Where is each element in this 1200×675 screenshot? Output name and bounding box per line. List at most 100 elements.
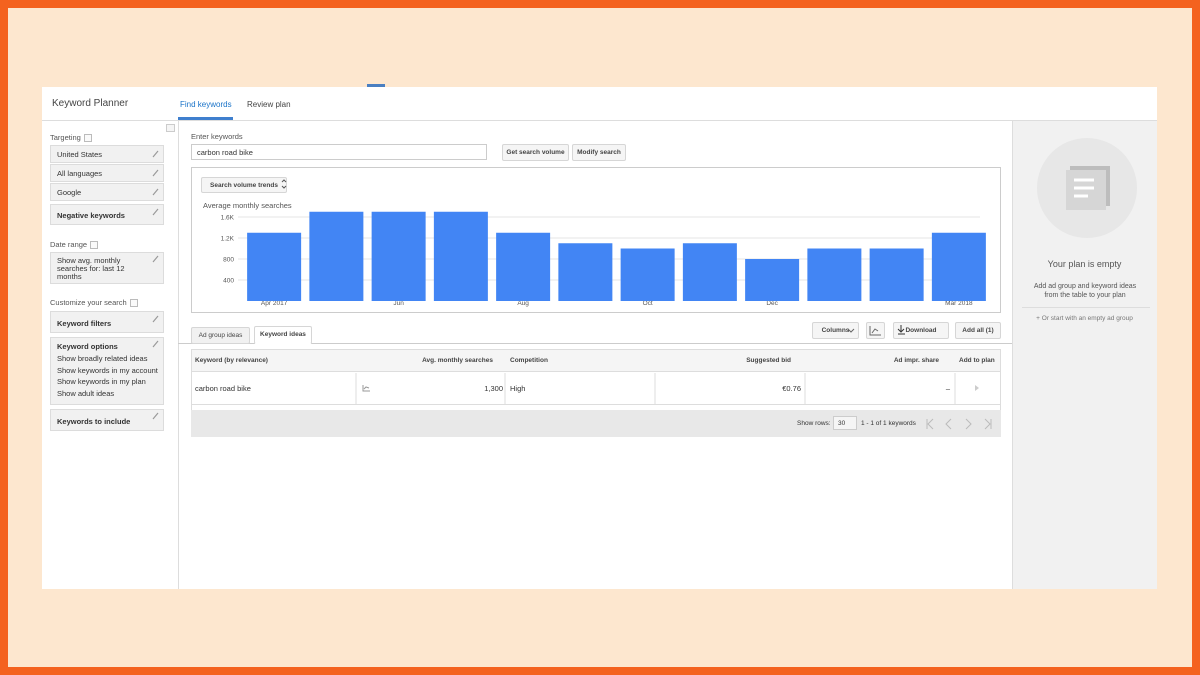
chart-box	[191, 167, 1001, 313]
x-tick-label: Oct	[643, 300, 653, 307]
plan-text: Add ad group and keyword ideas from the …	[1033, 283, 1137, 299]
keywords-to-include[interactable]: Keywords to include	[50, 409, 164, 431]
section-title: Customize your search	[50, 298, 138, 308]
chart: Average monthly searches 400 800 1.2K 1.6K A…	[203, 201, 986, 307]
tab-underline	[178, 117, 233, 120]
prev-page[interactable]	[945, 418, 952, 430]
bar	[309, 211, 364, 301]
x-tick-label: Jun	[393, 300, 404, 307]
input-label: Enter keywords	[191, 132, 243, 141]
option: Show broadly related ideas	[57, 353, 148, 363]
pencil	[152, 255, 159, 263]
trend-icon[interactable]	[362, 385, 370, 392]
dropdown-caret	[847, 328, 855, 333]
x-tick-label: Mar 2018	[945, 300, 973, 307]
targeting-item[interactable]: United States	[50, 145, 164, 163]
next-page[interactable]	[965, 418, 972, 430]
targeting-item[interactable]: All languages	[50, 164, 164, 182]
first-page[interactable]	[926, 418, 934, 430]
tabs-border	[178, 343, 1012, 344]
bar	[745, 259, 800, 301]
add-to-plan-icon[interactable]	[975, 385, 979, 391]
trend-icon[interactable]	[363, 386, 370, 390]
keyword-filters[interactable]: Keyword filters	[50, 311, 164, 333]
help-icon[interactable]	[90, 241, 99, 250]
plan-divider	[1022, 307, 1150, 308]
bar	[371, 211, 426, 301]
help-icon[interactable]	[83, 134, 92, 143]
keyword-input[interactable]: carbon road bike	[191, 144, 487, 160]
section-title-text: Targeting	[50, 133, 81, 142]
marker	[367, 84, 385, 87]
cell: 1,300	[484, 384, 503, 393]
sidebar-border	[178, 121, 179, 589]
download-button[interactable]: Download	[893, 322, 949, 339]
x-tick-label: Apr 2017	[261, 300, 288, 307]
cell: –	[945, 384, 950, 393]
button[interactable]: Modify search	[572, 144, 626, 161]
y-tick-label: 800	[223, 257, 234, 264]
x-tick-label: Dec	[766, 300, 778, 307]
column-header: Competition	[510, 357, 548, 364]
download-icon	[897, 325, 905, 335]
column-header: Add to plan	[959, 357, 995, 364]
rows-select[interactable]: 30	[833, 416, 857, 430]
section-title-text: Date range	[50, 240, 88, 249]
section-title: Targeting	[50, 133, 92, 143]
y-tick-label: 400	[223, 278, 234, 285]
pencil	[152, 208, 159, 216]
pencil	[152, 340, 159, 348]
pencil	[152, 169, 159, 177]
pencil	[152, 188, 159, 196]
x-tick-label: Aug	[517, 300, 529, 307]
cell: €0.76	[782, 384, 801, 393]
column-header: Suggested bid	[746, 357, 791, 364]
keyword-options[interactable]: Keyword options Show broadly related ide…	[50, 337, 164, 405]
ideas-tab[interactable]: Ad group ideas	[191, 327, 250, 344]
option: Show keywords in my account	[57, 365, 158, 375]
ideas-tab[interactable]: Keyword ideas	[254, 326, 312, 344]
columns-button[interactable]: Columns	[812, 322, 859, 339]
bar	[496, 232, 551, 301]
targeting-item[interactable]: Google	[50, 183, 164, 201]
page-range: 1 - 1 of 1 keywords	[861, 420, 916, 427]
column-header: Avg. monthly searches	[422, 357, 493, 364]
bar	[931, 232, 986, 301]
y-tick-label: 1.2K	[221, 236, 235, 243]
tab[interactable]: Review plan	[247, 100, 291, 109]
targeting-item[interactable]: Negative keywords	[50, 204, 164, 225]
pencil	[152, 150, 159, 158]
bar	[620, 248, 675, 301]
option: Show adult ideas	[57, 389, 115, 399]
button[interactable]: Get search volume	[502, 144, 569, 161]
chart-selector[interactable]: Search volume trends	[201, 177, 287, 193]
bar	[433, 211, 488, 301]
add-all-button[interactable]: Add all (1)	[955, 322, 1001, 339]
pagination-bar	[191, 410, 1001, 437]
plan-link[interactable]: + Or start with an empty ad group	[1036, 315, 1133, 322]
tab[interactable]: Find keywords	[180, 100, 232, 109]
option: Show keywords in my plan	[57, 377, 146, 387]
y-tick-label: 1.6K	[221, 215, 235, 222]
last-page[interactable]	[984, 418, 992, 430]
pencil	[152, 315, 159, 323]
pencil	[152, 412, 159, 420]
header-border	[42, 120, 1157, 121]
plan-title: Your plan is empty	[1047, 259, 1122, 269]
help-icon[interactable]	[129, 299, 138, 308]
chart-icon	[869, 326, 881, 336]
date-range[interactable]: Show avg. monthly searches for: last 12 …	[50, 252, 164, 284]
table-header	[192, 350, 1000, 372]
icon-front	[1066, 170, 1106, 210]
cell: High	[510, 384, 526, 393]
section-title-text: Customize your search	[50, 298, 127, 307]
bar	[558, 243, 613, 301]
collapse-button[interactable]	[166, 124, 175, 132]
column-header: Keyword (by relevance)	[195, 357, 268, 364]
bar	[807, 248, 862, 301]
selector-caret	[281, 179, 287, 189]
